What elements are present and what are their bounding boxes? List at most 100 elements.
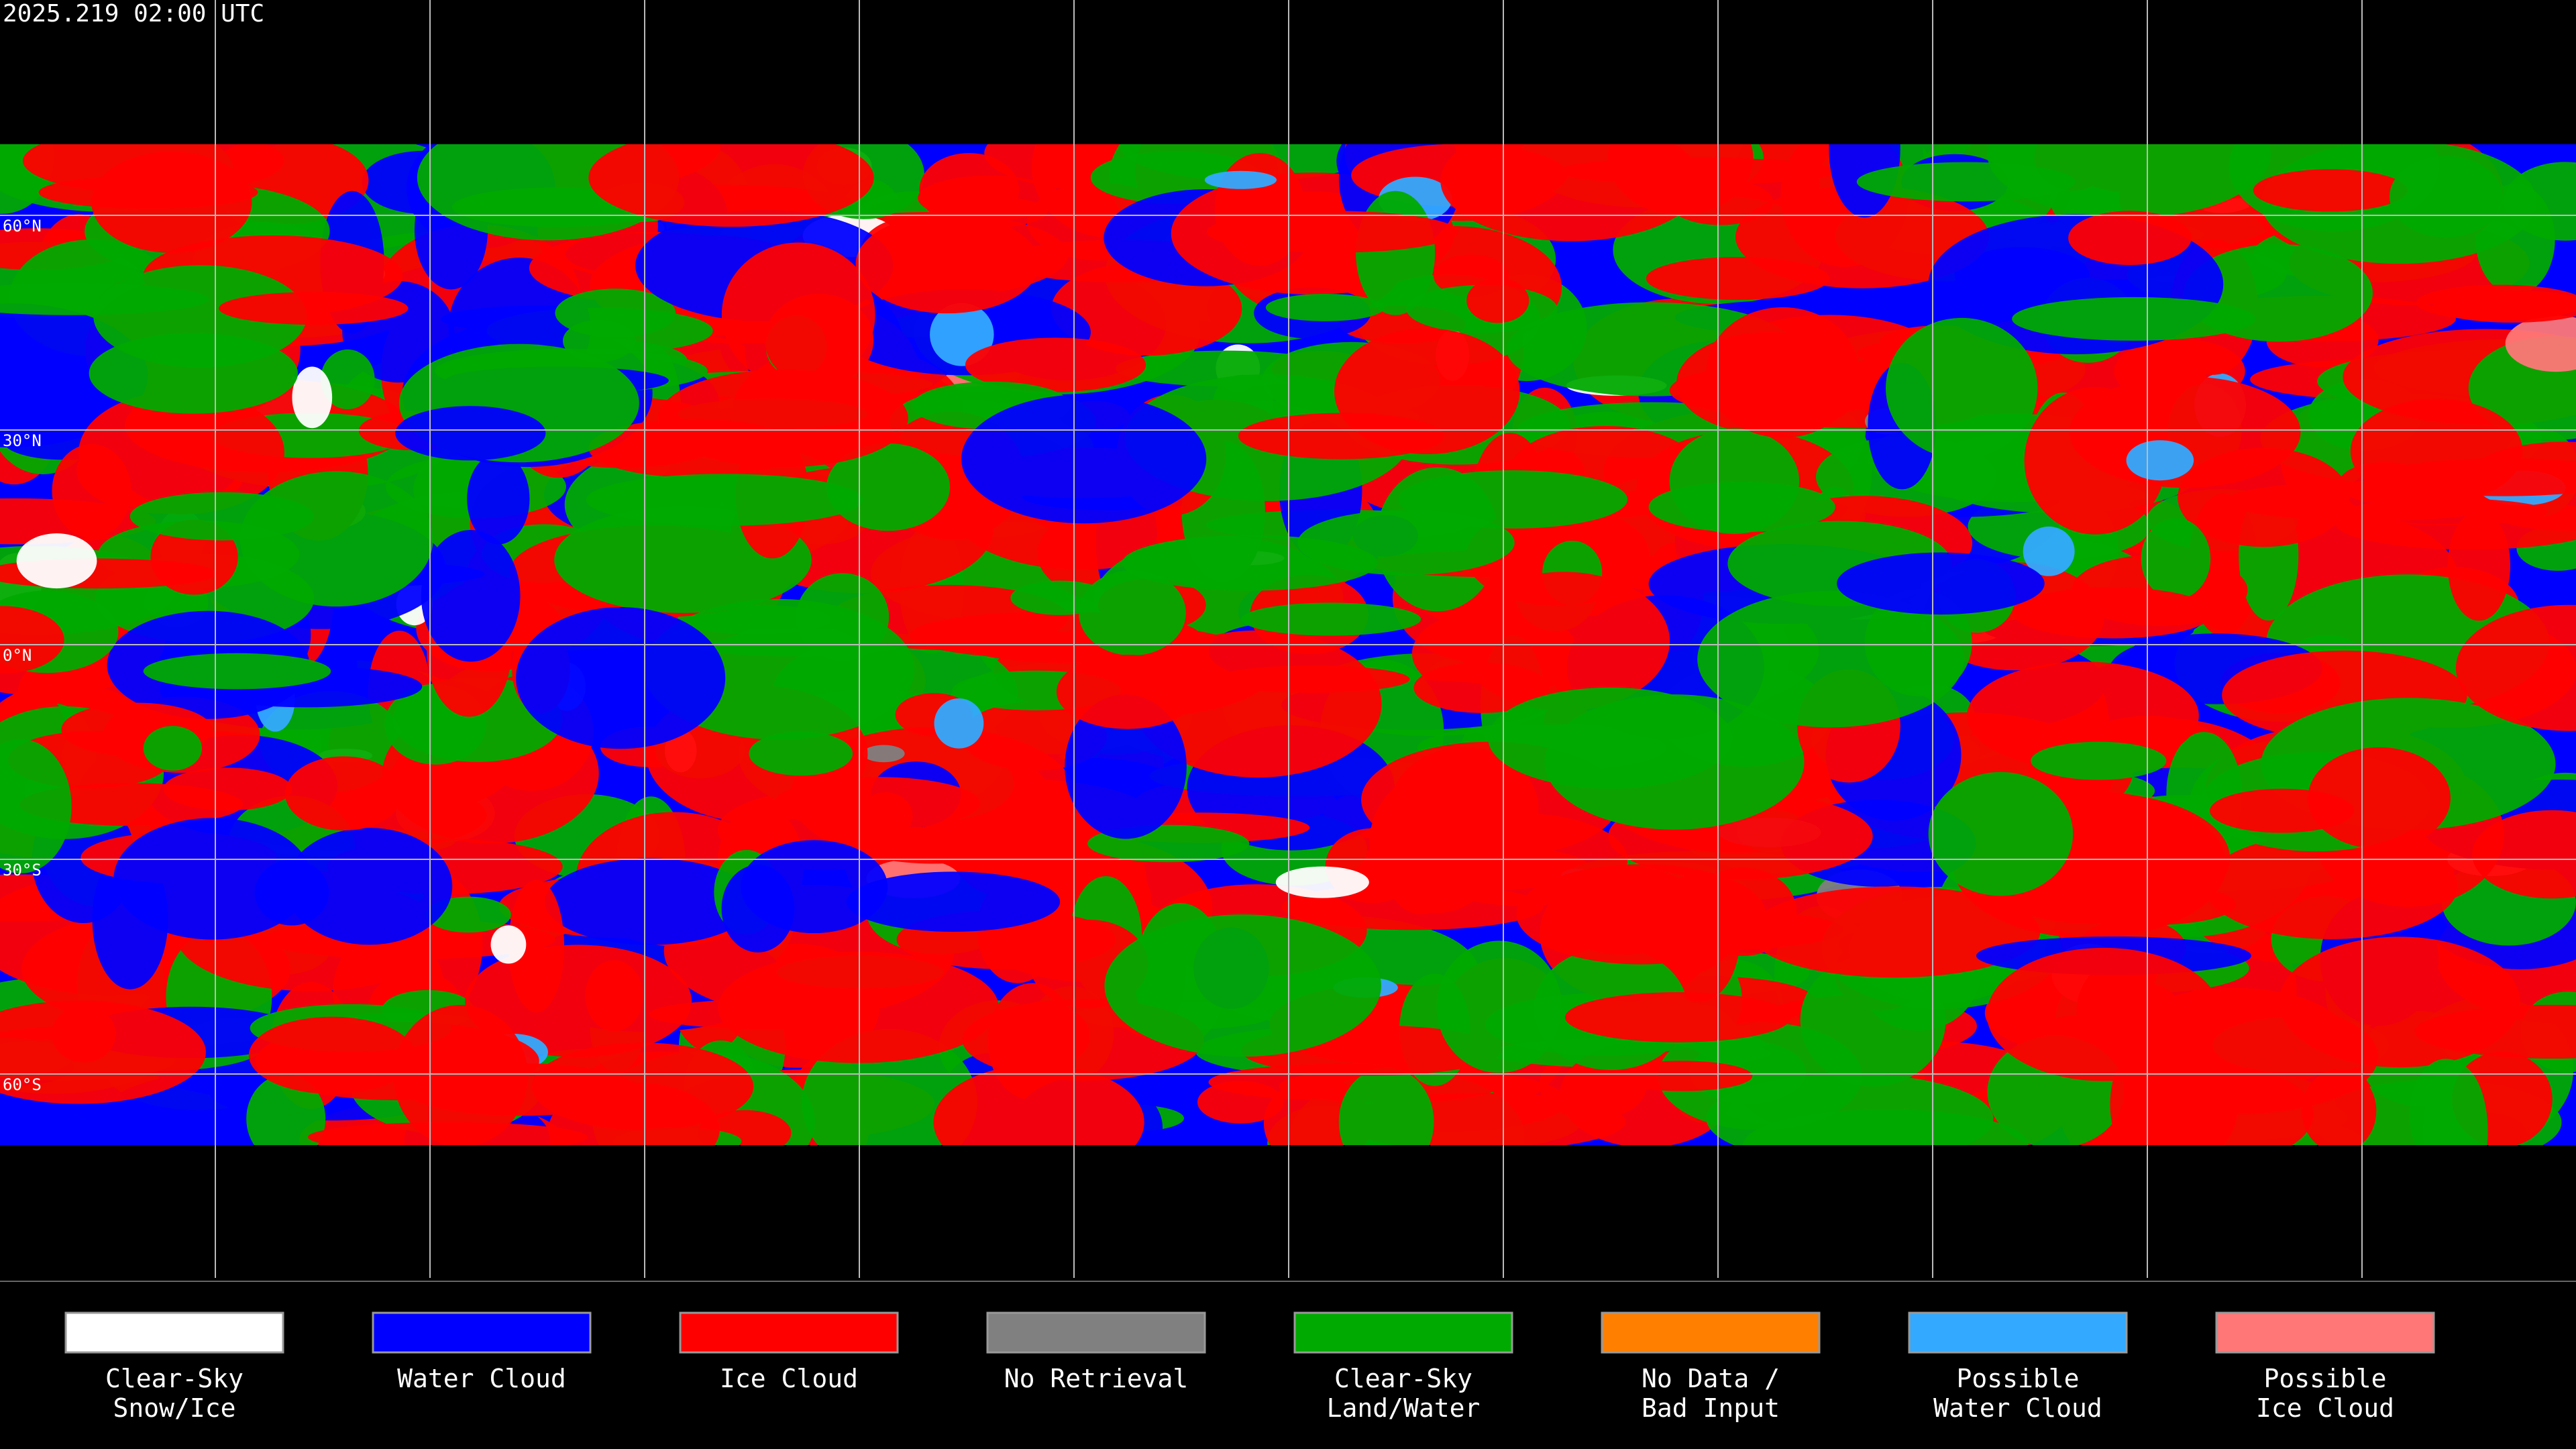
cloud-patch [657,369,908,468]
cloud-patch [2422,1063,2488,1145]
cloud-patch [741,840,888,934]
cloud-patch [1544,694,1805,830]
cloud-patch [16,533,97,589]
legend-label: Clear-Sky [1334,1364,1472,1393]
legend-label: No Retrieval [1004,1364,1189,1393]
cloud-patch [143,726,203,771]
legend-swatch [1601,1311,1821,1354]
cloud-patch [2346,498,2548,526]
cloud-patch [1356,191,1436,315]
cloud-patch [490,925,527,964]
cloud-patch [548,1082,720,1145]
cloud-patch [1706,307,1860,438]
cloud-patch [1104,914,1381,1057]
latitude-label: 30°S [3,861,42,879]
cloud-patch [2308,747,2451,849]
cloud-patch [1856,162,2076,202]
cloud-patch [718,951,999,1063]
cloud-patch [1688,867,1797,956]
timestamp: 2025.219 02:00 UTC [3,0,264,28]
cloud-patch [89,333,299,414]
cloud-patch [129,492,314,541]
cloud-patch [965,337,1146,392]
cloud-patch [246,1074,326,1145]
latitude-label: 30°N [3,431,42,450]
legend-label: Land/Water [1327,1393,1481,1423]
cloud-patch [961,394,1207,524]
cloud-patch [239,471,433,607]
cloud-patch [2414,1004,2576,1059]
cloud-patch [562,319,635,362]
cloud-patch [395,406,546,461]
cloud-patch [919,153,1019,227]
cloud-patch [2472,810,2576,899]
legend-label: No Data / [1642,1364,1780,1393]
legend-swatch [64,1311,284,1354]
cloud-patch [1440,144,1702,241]
legend-label: Possible [2263,1364,2386,1393]
cloud-patch [1928,771,2074,896]
cloud-patch [467,453,530,545]
cloud-patch [586,474,863,526]
cloud-patch [1743,1109,2029,1145]
cloud-patch [113,818,312,940]
cloud-patch [1610,1061,1753,1091]
legend-swatch [986,1311,1206,1354]
cloud-patch [863,745,905,763]
cloud-patch [1265,293,1385,321]
cloud-patch [320,349,375,410]
legend-swatch [1293,1311,1513,1354]
cloud-patch [1334,328,1520,455]
cloud-patch [292,366,333,429]
cloud-patch [1204,170,1277,189]
legend-swatch [1908,1311,2128,1354]
cloud-patch [2505,315,2576,372]
cloud-patch [2210,788,2354,833]
cloud-patch [2389,156,2503,237]
latitude-label: 60°N [3,217,42,235]
legend-label: Ice Cloud [2256,1393,2394,1423]
cloud-patch [588,144,874,227]
cloud-patch [749,731,853,776]
legend-label: Clear-Sky [105,1364,244,1393]
cloud-patch [2012,587,2214,639]
cloud-patch [1697,590,1964,728]
legend-label: Ice Cloud [720,1364,858,1393]
cloud-patch [1134,630,1382,777]
cloud-patch [934,698,984,749]
cloud-patch [1466,278,1529,323]
cloud-patch [1207,211,1458,253]
cloud-patch [2012,297,2256,341]
cloud-patch [826,443,951,531]
graticule: 60°N 30°N 0°N 30°S 60°S [0,0,2576,1282]
cloud-patch [1413,662,1550,713]
cloud-patch [284,756,402,831]
cloud-patch [52,444,131,538]
cloud-patch [0,283,209,315]
cloud-patch [19,783,244,826]
cloud-patch [1338,1067,1434,1145]
cloud-patch [508,879,565,1013]
cloud-patch [2031,741,2167,780]
cloud-patch [1886,317,2038,459]
cloud-patch [285,827,453,945]
cloud-patch [1065,694,1187,839]
legend-label: Water Cloud [397,1364,566,1393]
cloud-patch [0,606,64,674]
cloud-patch [930,303,994,366]
legend-label: Snow/Ice [113,1393,235,1423]
cloud-patch [248,1016,416,1094]
cloud-patch [393,1005,528,1145]
cloud-patch [1197,1081,1284,1124]
cloud-patch [219,292,409,325]
cloud-patch [846,871,1061,932]
cloud-patch [1078,570,1186,656]
cloud-patch [1967,661,2199,770]
cloud-patch [421,529,521,662]
cloud-patch [1369,772,1503,913]
cloud-patch [933,1064,1144,1145]
cloud-patch [2350,398,2523,504]
